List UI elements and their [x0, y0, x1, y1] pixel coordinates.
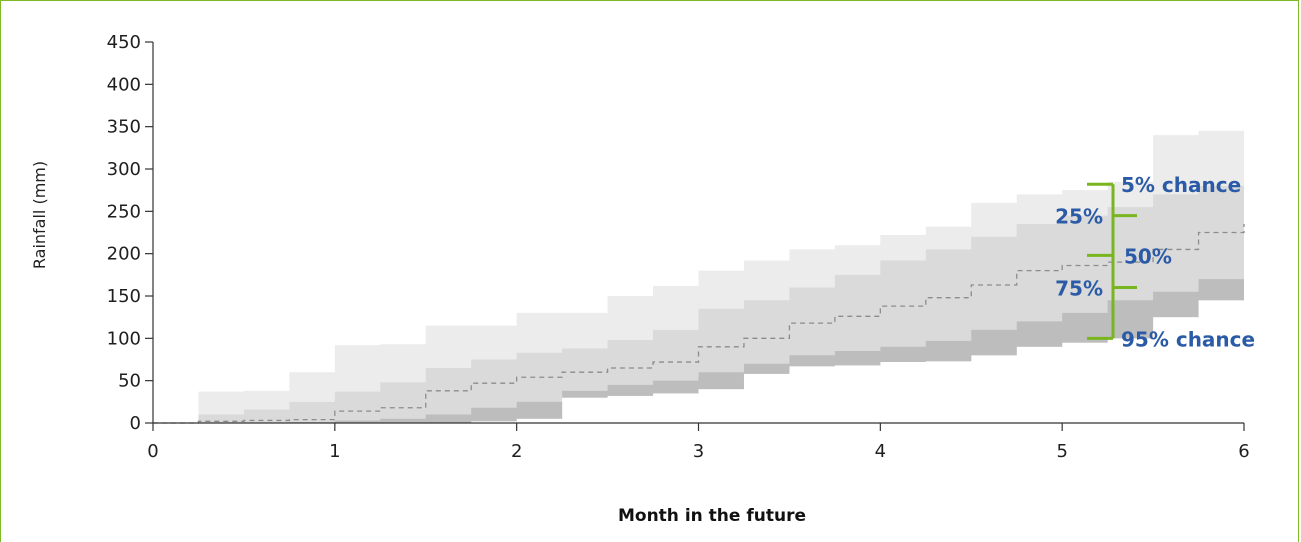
y-tick-label: 0: [130, 413, 141, 434]
median-line-group: [153, 224, 1245, 424]
x-tick-label: 4: [875, 441, 886, 462]
y-tick-label: 100: [107, 328, 141, 349]
band-75-95: [153, 266, 1244, 423]
label-95-chance: 95% chance: [1121, 327, 1255, 351]
label-5-chance: 5% chance: [1121, 173, 1241, 197]
median-line: [153, 224, 1245, 424]
y-tick-label: 150: [107, 286, 141, 307]
y-tick-label: 300: [107, 159, 141, 180]
y-tick-label: 50: [118, 371, 141, 392]
y-axis-title: Rainfall (mm): [30, 161, 49, 269]
x-tick-label: 6: [1238, 441, 1249, 462]
y-tick-label: 250: [107, 201, 141, 222]
x-axis-title: Month in the future: [618, 506, 806, 526]
label-50: 50%: [1124, 244, 1172, 268]
y-tick-label: 450: [107, 32, 141, 53]
x-tick-label: 3: [693, 441, 704, 462]
label-75: 75%: [1055, 277, 1103, 301]
y-tick-label: 200: [107, 244, 141, 265]
percentile-bands: [153, 126, 1244, 424]
label-25: 25%: [1055, 205, 1103, 229]
x-tick-label: 0: [147, 441, 158, 462]
y-tick-label: 350: [107, 117, 141, 138]
percentile-annotations: 5% chance 25% 50% 75% 95% chance: [1055, 173, 1255, 351]
x-tick-label: 1: [329, 441, 340, 462]
axes: 0 50 100 150 200 250 300 350 400 450 0 1 2 3 4 5 6: [107, 32, 1250, 462]
y-tick-label: 400: [107, 74, 141, 95]
x-tick-label: 5: [1056, 441, 1067, 462]
x-tick-label: 2: [511, 441, 522, 462]
